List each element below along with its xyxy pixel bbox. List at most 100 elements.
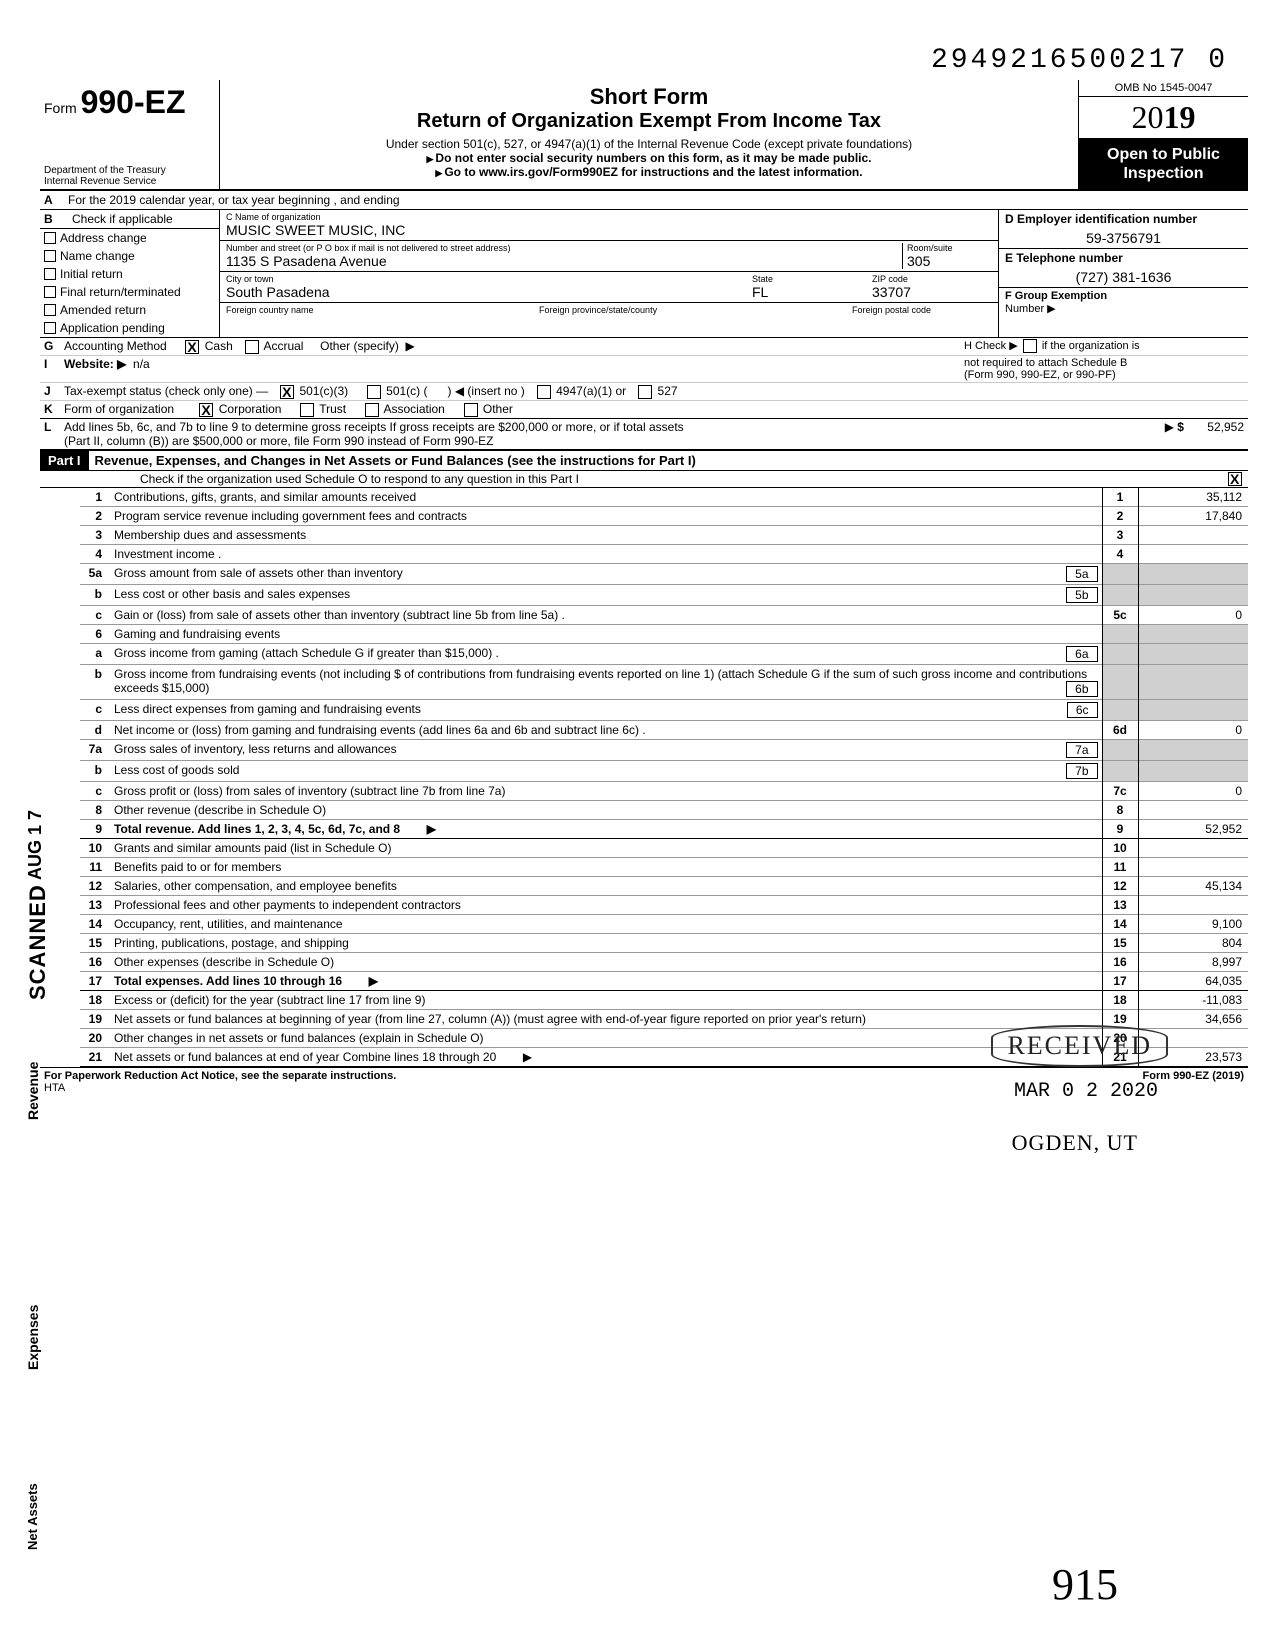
- check-app[interactable]: [44, 322, 56, 334]
- check-schedule-o[interactable]: [1228, 472, 1242, 486]
- box-6a: 6a: [1066, 646, 1097, 662]
- opt-501c-open: 501(c) (: [386, 384, 427, 398]
- open-public-1: Open to Public: [1083, 145, 1244, 164]
- line-g-label: Accounting Method: [64, 339, 167, 353]
- handwritten-915: 915: [1052, 1559, 1118, 1610]
- check-cash[interactable]: [185, 340, 199, 354]
- stamp-date: MAR 0 2 2020: [1014, 1080, 1158, 1103]
- footer-left: For Paperwork Reduction Act Notice, see …: [44, 1070, 396, 1082]
- box-7b: 7b: [1066, 763, 1097, 779]
- document-id: 2949216500217 0: [931, 45, 1228, 76]
- check-527[interactable]: [638, 385, 652, 399]
- line-18-val: -11,083: [1138, 990, 1248, 1009]
- line-16-text: Other expenses (describe in Schedule O): [110, 952, 1102, 971]
- website-label: Website: ▶: [64, 357, 126, 371]
- check-accrual[interactable]: [245, 340, 259, 354]
- line-8-val: [1138, 800, 1248, 819]
- dept-irs: Internal Revenue Service: [44, 176, 166, 187]
- line-15-text: Printing, publications, postage, and shi…: [110, 933, 1102, 952]
- check-initial[interactable]: [44, 268, 56, 280]
- revenue-table: 1Contributions, gifts, grants, and simil…: [80, 488, 1248, 1067]
- line-7c-val: 0: [1138, 781, 1248, 800]
- box-6c: 6c: [1067, 702, 1098, 718]
- title-return: Return of Organization Exempt From Incom…: [228, 110, 1070, 133]
- org-addr-label: Number and street (or P O box if mail is…: [226, 243, 902, 253]
- check-initial-label: Initial return: [60, 267, 123, 281]
- box-5b: 5b: [1066, 587, 1097, 603]
- org-addr: 1135 S Pasadena Avenue: [226, 253, 902, 269]
- side-revenue: Revenue: [25, 1062, 41, 1120]
- line-5a-text: Gross amount from sale of assets other t…: [114, 566, 403, 580]
- line-h-text2: not required to attach Schedule B: [964, 357, 1127, 369]
- group-label: F Group Exemption: [1005, 290, 1242, 302]
- line-12-val: 45,134: [1138, 876, 1248, 895]
- room-label: Room/suite: [907, 243, 992, 253]
- check-other-org[interactable]: [464, 403, 478, 417]
- line-4-val: [1138, 544, 1248, 563]
- form-right-block: OMB No 1545-0047 2019 Open to Public Ins…: [1078, 80, 1248, 189]
- subtitle-section: Under section 501(c), 527, or 4947(a)(1)…: [228, 137, 1070, 151]
- line-5c-val: 0: [1138, 605, 1248, 624]
- line-11-val: [1138, 857, 1248, 876]
- line-12-text: Salaries, other compensation, and employ…: [110, 876, 1102, 895]
- check-amended[interactable]: [44, 304, 56, 316]
- foreign-prov-label: Foreign province/state/county: [539, 305, 852, 315]
- box-5a: 5a: [1066, 566, 1097, 582]
- check-assoc[interactable]: [365, 403, 379, 417]
- line-7a-text: Gross sales of inventory, less returns a…: [114, 742, 397, 756]
- website-val: n/a: [133, 357, 150, 371]
- form-prefix: Form: [44, 100, 77, 116]
- city-label: City or town: [226, 274, 752, 284]
- check-b-label: Check if applicable: [72, 212, 173, 226]
- check-app-label: Application pending: [60, 321, 165, 335]
- opt-trust: Trust: [319, 402, 346, 416]
- line-5c-text: Gain or (loss) from sale of assets other…: [110, 605, 1102, 624]
- line-h-text3: (Form 990, 990-EZ, or 990-PF): [964, 369, 1116, 381]
- check-trust[interactable]: [300, 403, 314, 417]
- line-10-val: [1138, 838, 1248, 857]
- check-name-label: Name change: [60, 249, 135, 263]
- line-20-text: Other changes in net assets or fund bala…: [110, 1028, 1102, 1047]
- line-8-text: Other revenue (describe in Schedule O): [110, 800, 1102, 819]
- check-501c3[interactable]: [280, 385, 294, 399]
- line-17-val: 64,035: [1138, 971, 1248, 990]
- opt-corp: Corporation: [219, 402, 282, 416]
- other-spec-label: Other (specify): [320, 339, 399, 353]
- check-h[interactable]: [1023, 339, 1037, 353]
- line-6-text: Gaming and fundraising events: [110, 624, 1102, 643]
- stamp-aug: AUG 1 7: [25, 810, 46, 880]
- part-1-check-text: Check if the organization used Schedule …: [140, 472, 579, 486]
- foreign-postal-label: Foreign postal code: [852, 305, 992, 315]
- line-11-text: Benefits paid to or for members: [110, 857, 1102, 876]
- foreign-country-label: Foreign country name: [226, 305, 539, 315]
- line-7c-text: Gross profit or (loss) from sales of inv…: [110, 781, 1102, 800]
- line-13-val: [1138, 895, 1248, 914]
- opt-other-org: Other: [483, 402, 513, 416]
- check-corp[interactable]: [199, 403, 213, 417]
- line-16-val: 8,997: [1138, 952, 1248, 971]
- cash-label: Cash: [205, 339, 233, 353]
- check-4947[interactable]: [537, 385, 551, 399]
- check-name[interactable]: [44, 250, 56, 262]
- footer-hta: HTA: [44, 1082, 65, 1094]
- check-amended-label: Amended return: [60, 303, 146, 317]
- line-h-label: H Check ▶: [964, 340, 1018, 352]
- line-10-text: Grants and similar amounts paid (list in…: [110, 838, 1102, 857]
- line-a-text: For the 2019 calendar year, or tax year …: [68, 193, 400, 207]
- side-expenses: Expenses: [25, 1305, 41, 1370]
- city-val: South Pasadena: [226, 284, 752, 300]
- line-14-text: Occupancy, rent, utilities, and maintena…: [110, 914, 1102, 933]
- line-l: L Add lines 5b, 6c, and 7b to line 9 to …: [40, 419, 1248, 450]
- line-2-val: 17,840: [1138, 506, 1248, 525]
- check-address[interactable]: [44, 232, 56, 244]
- subtitle-ssn: Do not enter social security numbers on …: [228, 151, 1070, 165]
- stamp-ogden: OGDEN, UT: [1012, 1130, 1138, 1156]
- box-6b: 6b: [1066, 681, 1097, 697]
- line-19-val: 34,656: [1138, 1009, 1248, 1028]
- ein-val: 59-3756791: [1005, 226, 1242, 246]
- check-final[interactable]: [44, 286, 56, 298]
- part-1-label: Part I: [40, 451, 89, 470]
- dept-treasury: Department of the Treasury: [44, 165, 166, 176]
- line-6d-val: 0: [1138, 720, 1248, 739]
- check-501c[interactable]: [367, 385, 381, 399]
